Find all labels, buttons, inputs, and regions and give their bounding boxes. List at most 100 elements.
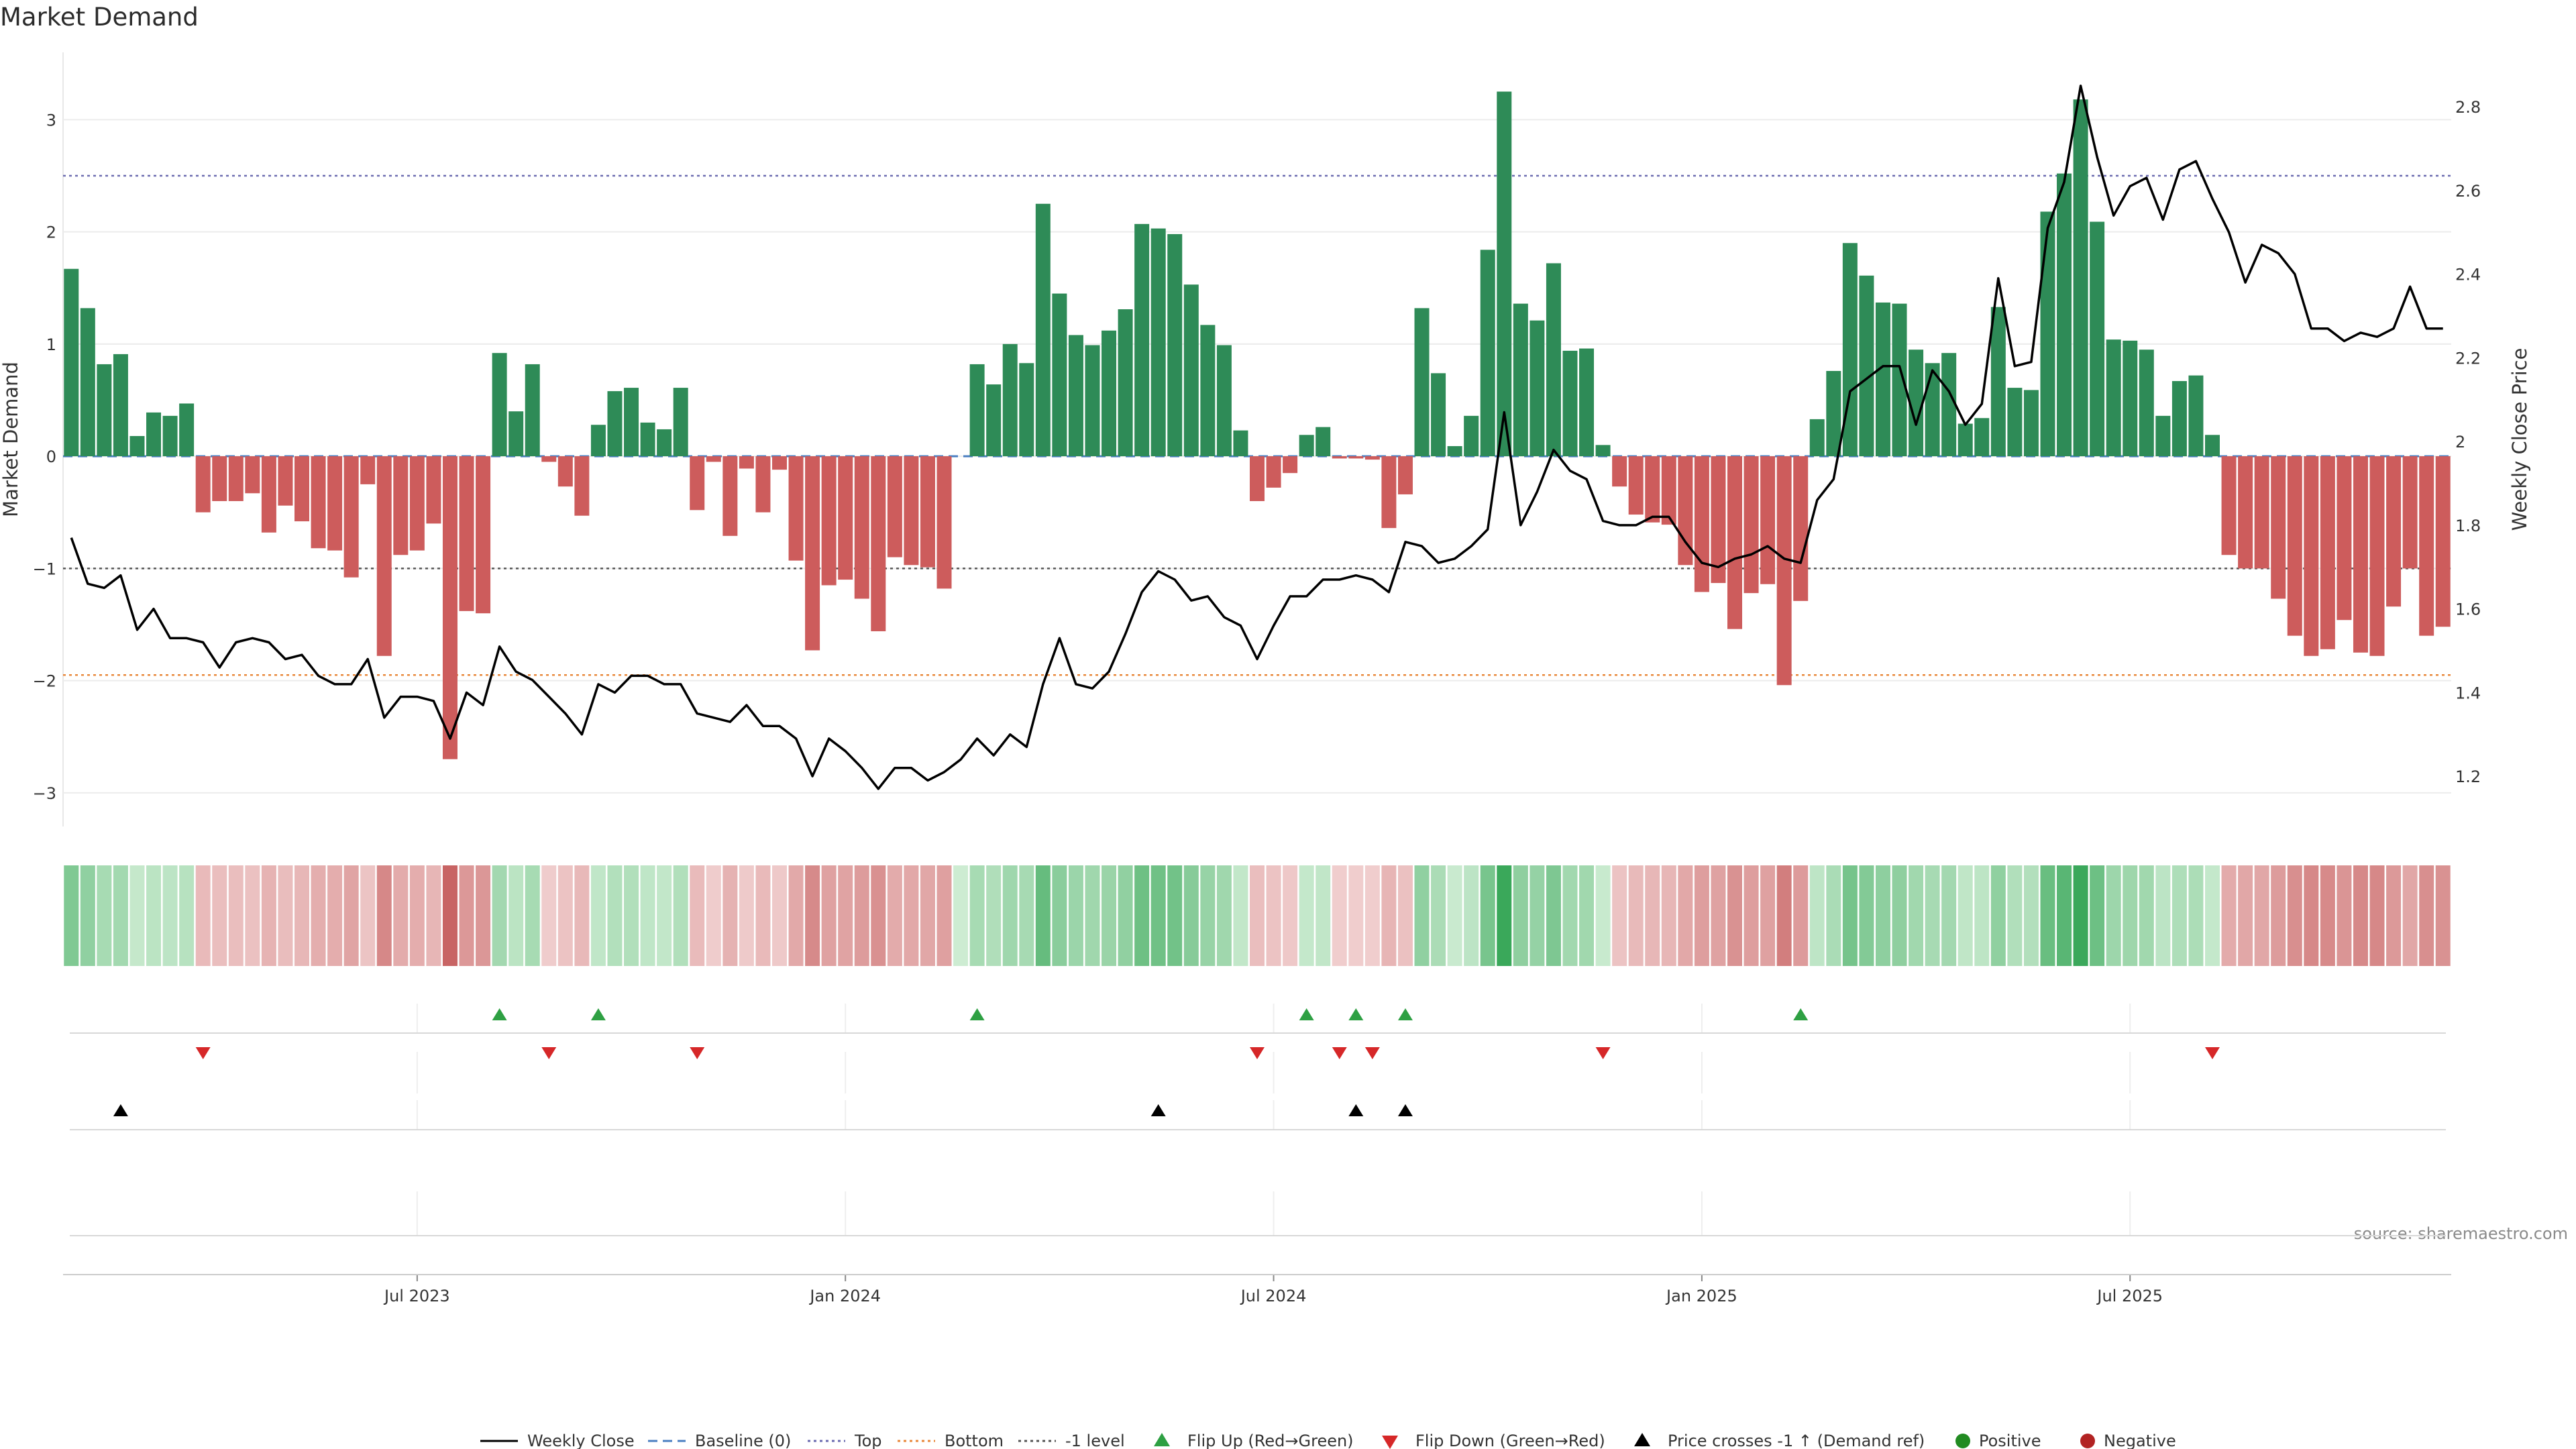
demand-bar — [2139, 350, 2154, 457]
heat-cell — [195, 865, 211, 966]
heat-cell — [1068, 865, 1083, 966]
heat-cell — [936, 865, 952, 966]
heat-cell — [2369, 865, 2385, 966]
demand-bar — [739, 456, 754, 469]
demand-bar — [1167, 233, 1183, 457]
heat-cell — [986, 865, 1002, 966]
y2-tick-label: 1.8 — [2455, 517, 2481, 535]
demand-bar — [97, 364, 112, 457]
demand-bar — [1546, 263, 1561, 457]
heat-cell — [2337, 865, 2352, 966]
demand-bar — [1464, 415, 1479, 457]
demand-bar — [442, 456, 458, 759]
y-tick-label: 1 — [46, 335, 56, 354]
demand-bar — [557, 456, 573, 487]
heat-cell — [2057, 865, 2072, 966]
heat-cell — [1316, 865, 1331, 966]
demand-bar — [1348, 456, 1364, 459]
demand-bar — [1397, 456, 1413, 494]
x-tick-label: Jan 2025 — [1665, 1287, 1737, 1305]
demand-bar — [755, 456, 771, 513]
demand-bar — [179, 403, 195, 457]
heat-cell — [624, 865, 639, 966]
demand-bar — [311, 456, 326, 549]
heat-cell — [1776, 865, 1792, 966]
demand-bar — [1381, 456, 1397, 529]
x-tick-label: Jul 2024 — [1240, 1287, 1307, 1305]
demand-bar — [2304, 456, 2319, 656]
demand-bar — [245, 456, 260, 494]
heat-cell — [2007, 865, 2023, 966]
heat-cell — [1035, 865, 1051, 966]
price-cross-marker — [113, 1104, 128, 1116]
heat-cell — [2188, 865, 2204, 966]
heat-cell — [574, 865, 590, 966]
y2-axis-ticks: 2.8 2.6 2.4 2.2 2 1.8 1.6 1.4 1.2 — [2455, 98, 2481, 786]
legend-negative-marker — [2080, 1434, 2095, 1448]
heat-cell — [1283, 865, 1298, 966]
demand-bar — [1595, 445, 1611, 457]
demand-bar — [805, 456, 820, 651]
demand-bar — [2123, 340, 2138, 457]
demand-bar — [2353, 456, 2368, 653]
source-credit: source: sharemaestro.com — [2354, 1224, 2568, 1243]
flip-up-marker — [1348, 1008, 1364, 1020]
demand-bar — [2386, 456, 2402, 607]
demand-bar — [657, 429, 672, 457]
price-cross-marker — [1397, 1104, 1413, 1116]
demand-bar — [508, 411, 524, 457]
legend-top: Top — [854, 1432, 882, 1449]
y2-tick-label: 1.2 — [2455, 767, 2481, 786]
demand-bar — [80, 308, 95, 457]
price-cross-marker — [1150, 1104, 1166, 1116]
legend-positive: Positive — [1979, 1432, 2041, 1449]
heat-cell — [1102, 865, 1117, 966]
demand-bar — [1414, 308, 1430, 457]
demand-bar — [1842, 243, 1858, 457]
flip-up-marker — [1299, 1008, 1314, 1020]
demand-bar — [1957, 423, 1973, 457]
demand-bar — [1283, 456, 1298, 474]
heat-cell — [2386, 865, 2402, 966]
demand-bar — [1200, 325, 1216, 457]
demand-bar — [1628, 456, 1644, 515]
flip-down-marker — [2205, 1047, 2220, 1059]
heat-cell — [1167, 865, 1183, 966]
y-tick-label: −2 — [33, 672, 56, 691]
demand-bar — [1480, 250, 1495, 457]
heat-cell — [1052, 865, 1067, 966]
demand-bar — [2155, 415, 2171, 457]
demand-bar — [360, 456, 376, 484]
heat-cell — [1348, 865, 1364, 966]
y2-tick-label: 2 — [2455, 433, 2465, 451]
heat-cell — [1299, 865, 1314, 966]
demand-bar — [1002, 343, 1018, 457]
demand-bar — [1562, 350, 1578, 457]
demand-bar — [1134, 223, 1150, 457]
demand-bar — [476, 456, 491, 614]
heat-cell — [673, 865, 688, 966]
heat-cell — [2238, 865, 2253, 966]
demand-bar — [969, 364, 985, 457]
demand-bar — [525, 364, 540, 457]
heat-cell — [1397, 865, 1413, 966]
heat-cell — [1875, 865, 1890, 966]
legend-bottom: Bottom — [945, 1432, 1004, 1449]
heat-cell — [2221, 865, 2237, 966]
demand-bar — [887, 456, 902, 557]
demand-bar — [1019, 363, 1034, 457]
demand-bar — [541, 456, 557, 462]
heat-cell — [80, 865, 95, 966]
heat-cell — [146, 865, 162, 966]
demand-bar — [113, 354, 128, 457]
heat-cell — [1842, 865, 1858, 966]
heat-cell — [508, 865, 524, 966]
demand-bar — [673, 388, 688, 457]
heat-cell — [1595, 865, 1611, 966]
heat-cell — [805, 865, 820, 966]
heat-cell — [1431, 865, 1446, 966]
flip-down-marker — [690, 1047, 705, 1059]
flip-down-marker — [541, 1047, 557, 1059]
heat-cell — [854, 865, 869, 966]
